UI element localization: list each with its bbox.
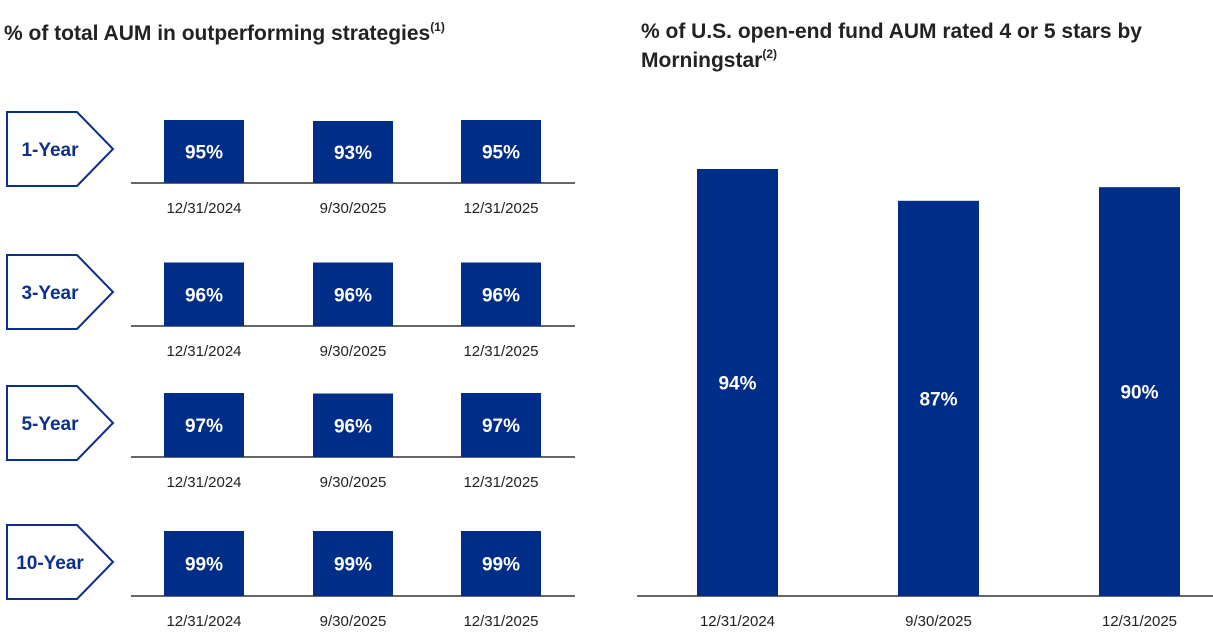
x-tick-label: 12/31/2024 [166, 200, 241, 217]
bar-value-label: 96% [334, 416, 372, 437]
bar-value-label: 94% [718, 374, 756, 395]
x-tick-label: 12/31/2025 [463, 474, 538, 491]
period-tag [6, 385, 115, 461]
period-label: 1-Year [21, 140, 79, 161]
right-chart-title: % of U.S. open-end fund AUM rated 4 or 5… [641, 20, 1142, 72]
bar-value-label: 93% [334, 143, 372, 164]
left-small-multiples-chart: 1-Year 95% 12/31/2024 93% 9/30/2025 95% 12/31/… [6, 111, 575, 630]
period-label: 5-Year [21, 414, 79, 435]
left-title-footnote: (1) [430, 20, 445, 34]
bar [898, 200, 979, 597]
bar [164, 393, 244, 457]
x-tick-label: 12/31/2024 [166, 613, 241, 630]
bar [313, 393, 393, 457]
x-tick-label: 9/30/2025 [320, 343, 387, 360]
bar [164, 262, 244, 326]
x-tick-label: 12/31/2024 [700, 613, 775, 630]
bar [461, 531, 541, 596]
period-tag [6, 111, 115, 187]
bar-value-label: 97% [482, 416, 520, 437]
bar [461, 120, 541, 183]
bar [313, 531, 393, 596]
bar-value-label: 99% [482, 555, 520, 576]
period-label: 10-Year [16, 553, 84, 574]
bar-value-label: 99% [334, 555, 372, 576]
x-tick-label: 12/31/2024 [166, 474, 241, 491]
bar [313, 121, 393, 183]
bar-value-label: 99% [185, 555, 223, 576]
bar [461, 262, 541, 326]
bar [164, 120, 244, 183]
bar [313, 262, 393, 326]
bar-value-label: 95% [482, 143, 520, 164]
bar-value-label: 96% [334, 285, 372, 306]
bar [461, 393, 541, 457]
bar [1099, 187, 1180, 596]
x-tick-label: 12/31/2025 [463, 200, 538, 217]
bar-value-label: 97% [185, 416, 223, 437]
x-tick-label: 9/30/2025 [320, 613, 387, 630]
x-tick-label: 12/31/2025 [463, 343, 538, 360]
bar-value-label: 87% [919, 389, 957, 410]
bar-value-label: 95% [185, 143, 223, 164]
x-tick-label: 12/31/2025 [463, 613, 538, 630]
x-tick-label: 12/31/2025 [1102, 613, 1177, 630]
bar-value-label: 90% [1120, 383, 1158, 404]
x-tick-label: 12/31/2024 [166, 343, 241, 360]
period-tag [6, 254, 115, 330]
x-tick-label: 9/30/2025 [320, 474, 387, 491]
right-bar-chart: 94% 12/31/2024 87% 9/30/2025 90% 12/31/2025 [637, 169, 1213, 630]
period-label: 3-Year [21, 283, 79, 304]
bar [164, 531, 244, 596]
left-chart-title: % of total AUM in outperforming strategi… [4, 20, 445, 45]
bar [697, 169, 778, 596]
x-tick-label: 9/30/2025 [320, 200, 387, 217]
x-tick-label: 9/30/2025 [905, 613, 972, 630]
bar-value-label: 96% [185, 285, 223, 306]
right-title-footnote: (2) [762, 47, 778, 61]
bar-value-label: 96% [482, 285, 520, 306]
period-tag [6, 524, 115, 600]
